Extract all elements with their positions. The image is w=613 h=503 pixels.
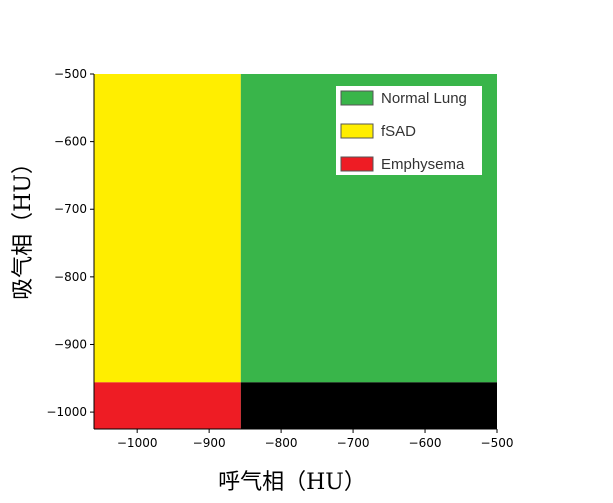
legend: Normal Lung fSAD Emphysema — [336, 86, 482, 175]
x-tick-label: −800 — [265, 436, 298, 450]
x-tick-label: −600 — [409, 436, 442, 450]
y-tick-label: −700 — [54, 202, 87, 216]
legend-label-emphysema: Emphysema — [381, 156, 465, 173]
x-tick-label: −500 — [481, 436, 514, 450]
y-axis-title: 吸气相（HU） — [11, 152, 36, 300]
x-axis-title: 呼气相（HU） — [218, 470, 366, 495]
x-tick-label: −700 — [337, 436, 370, 450]
legend-label-normal-lung: Normal Lung — [381, 90, 467, 107]
y-tick-label: −800 — [54, 270, 87, 284]
legend-label-fsad: fSAD — [381, 123, 416, 140]
region-emphysema — [94, 382, 241, 429]
x-tick-label: −1000 — [117, 436, 158, 450]
y-tick-label: −1000 — [46, 405, 87, 419]
legend-swatch-emphysema — [340, 156, 374, 172]
x-axis: −1000 −900 −800 −700 −600 −500 — [117, 429, 514, 450]
region-fsad — [94, 74, 241, 383]
axis-spines — [93, 74, 497, 430]
y-tick-label: −600 — [54, 135, 87, 149]
y-axis: −500 −600 −700 −800 −900 −1000 — [46, 67, 94, 419]
x-tick-label: −900 — [193, 436, 226, 450]
legend-swatch-fsad — [340, 123, 374, 139]
y-tick-label: −900 — [54, 337, 87, 351]
region-unlabeled — [240, 382, 498, 429]
legend-swatch-normal-lung — [340, 90, 374, 106]
y-tick-label: −500 — [54, 67, 87, 81]
